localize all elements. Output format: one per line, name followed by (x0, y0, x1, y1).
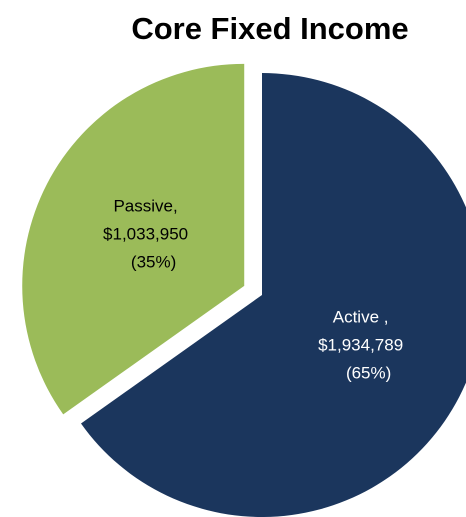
chart-title: Core Fixed Income (131, 11, 408, 46)
slice-percent-label: (35%) (131, 252, 176, 271)
slice-percent-label: (65%) (346, 363, 391, 382)
pie-slice (80, 73, 466, 517)
pie-slice (22, 63, 245, 415)
slice-value-label: $1,033,950 (103, 224, 188, 243)
slice-label: Active , (333, 307, 389, 326)
slice-label: Passive, (113, 196, 177, 215)
slice-value-label: $1,934,789 (318, 335, 403, 354)
